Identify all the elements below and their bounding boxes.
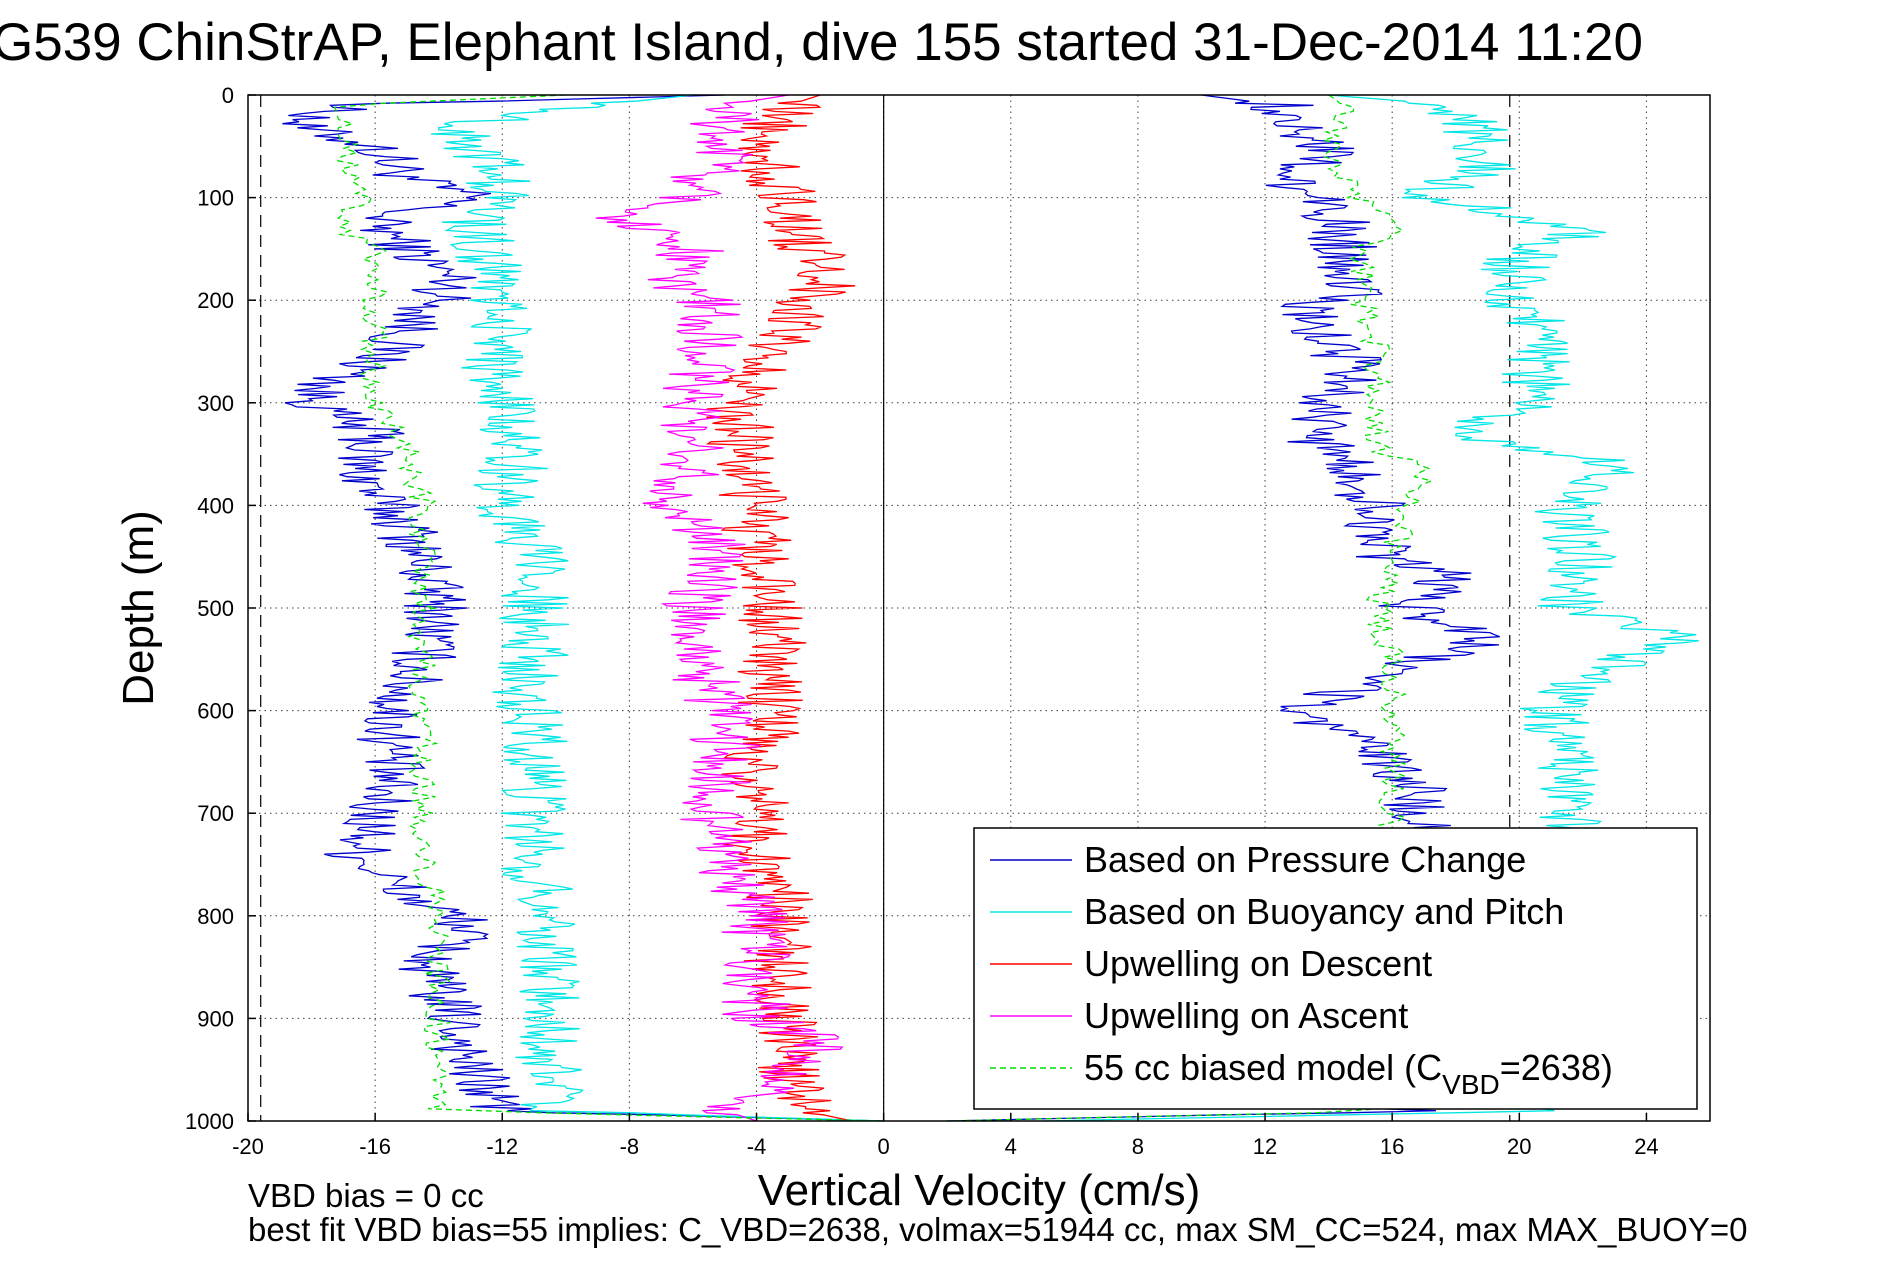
x-tick-label: 8 xyxy=(1132,1134,1144,1159)
legend-label: Upwelling on Descent xyxy=(1084,943,1432,984)
x-tick-label: -12 xyxy=(486,1134,518,1159)
legend-entries: Based on Pressure Change Based on Buoyanc… xyxy=(990,839,1613,1100)
x-tick-label: 4 xyxy=(1005,1134,1017,1159)
y-tick-label: 0 xyxy=(222,83,234,108)
series-line-based-on-buoyancy-and-pitch xyxy=(430,94,884,1122)
y-tick-label: 1000 xyxy=(185,1109,234,1134)
y-tick-label: 400 xyxy=(197,493,234,518)
legend-box xyxy=(973,827,1698,1110)
y-tick-label: 500 xyxy=(197,596,234,621)
x-tick-label: 12 xyxy=(1253,1134,1277,1159)
series-line-based-on-pressure-change xyxy=(282,94,884,1122)
x-tick-label: -4 xyxy=(747,1134,767,1159)
annotation-vbd-bias: VBD bias = 0 cc xyxy=(248,1177,484,1214)
y-tick-label: 600 xyxy=(197,699,234,724)
y-axis-label: Depth (m) xyxy=(114,510,163,706)
tick-layer: -20 -16 -12 -8 -4 0 4 8 12 16 20 24 0 100 200 300 400 500… xyxy=(185,83,1659,1159)
y-tick-label: 900 xyxy=(197,1006,234,1031)
x-tick-label: 20 xyxy=(1507,1134,1531,1159)
x-tick-label: -8 xyxy=(620,1134,640,1159)
annotation-best-fit: best fit VBD bias=55 implies: C_VBD=2638… xyxy=(248,1211,1747,1248)
y-tick-label: 100 xyxy=(197,186,234,211)
x-tick-label: -16 xyxy=(359,1134,391,1159)
legend-label: Upwelling on Ascent xyxy=(1084,995,1408,1036)
x-tick-label: 24 xyxy=(1634,1134,1658,1159)
x-tick-label: 0 xyxy=(878,1134,890,1159)
y-tick-label: 300 xyxy=(197,391,234,416)
legend-label: Based on Pressure Change xyxy=(1084,839,1526,880)
series-line-55-cc-biased-model-cvbd-2638- xyxy=(334,94,884,1122)
legend: Based on Pressure Change Based on Buoyanc… xyxy=(973,827,1698,1110)
x-tick-label: -20 xyxy=(232,1134,264,1159)
y-tick-label: 700 xyxy=(197,801,234,826)
x-axis-label: Vertical Velocity (cm/s) xyxy=(758,1166,1201,1215)
legend-label: Based on Buoyancy and Pitch xyxy=(1084,891,1564,932)
legend-label: 55 cc biased model (CVBD=2638) xyxy=(1084,1047,1613,1100)
series-line-upwelling-on-ascent xyxy=(595,94,844,1122)
series-line-upwelling-on-descent xyxy=(705,94,856,1122)
x-tick-label: 16 xyxy=(1380,1134,1404,1159)
chart-title: G539 ChinStrAP, Elephant Island, dive 15… xyxy=(0,13,1643,72)
y-tick-label: 800 xyxy=(197,904,234,929)
y-tick-label: 200 xyxy=(197,288,234,313)
